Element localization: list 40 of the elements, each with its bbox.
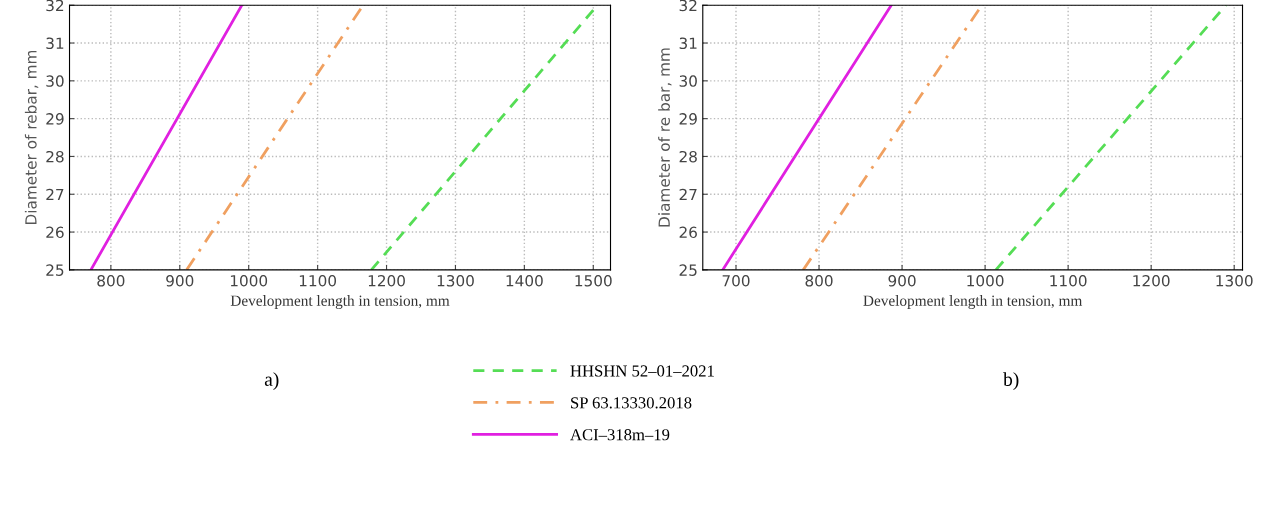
x-tick-label: 1300 — [437, 275, 474, 287]
x-tick-label: 1100 — [1050, 275, 1087, 287]
x-axis-title: Development length in tension, mm — [863, 295, 1083, 309]
y-tick-label: 30 — [679, 75, 697, 87]
y-tick-label: 26 — [46, 226, 64, 239]
x-axis-title: Development length in tension, mm — [230, 295, 450, 309]
y-tick-label: 25 — [46, 264, 64, 276]
y-tick-label: 26 — [679, 226, 697, 239]
y-tick-label: 28 — [46, 150, 64, 163]
y-axis-title: Diameter of rebar, mm — [24, 50, 39, 224]
y-tick-label: 28 — [679, 150, 697, 163]
x-tick-label: 900 — [166, 275, 194, 287]
x-tick-label: 1200 — [1133, 275, 1170, 287]
y-tick-label: 27 — [679, 188, 697, 201]
x-tick-label: 1000 — [230, 275, 268, 287]
x-tick-label: 800 — [97, 275, 125, 287]
y-tick-label: 25 — [679, 264, 697, 276]
x-tick-label: 1500 — [575, 275, 612, 287]
y-tick-label: 29 — [679, 113, 697, 125]
legend-label: ACI–318m–19 — [570, 429, 670, 441]
y-tick-label: 31 — [46, 37, 64, 50]
y-tick-label: 31 — [679, 37, 697, 50]
x-tick-label: 700 — [722, 275, 750, 287]
x-tick-label: 900 — [888, 275, 916, 287]
y-tick-label: 29 — [46, 113, 64, 125]
text: a) — [264, 372, 279, 390]
y-tick-label: 27 — [46, 188, 64, 201]
x-tick-label: 1300 — [1216, 275, 1253, 287]
x-tick-label: 800 — [805, 275, 833, 287]
x-tick-label: 1100 — [299, 275, 337, 287]
y-tick-label: 32 — [46, 0, 64, 12]
text: b) — [1003, 372, 1019, 390]
x-tick-label: 1000 — [967, 275, 1004, 287]
y-tick-label: 32 — [679, 0, 697, 12]
y-tick-label: 30 — [46, 75, 64, 87]
legend-label: SP 63.13330.2018 — [571, 397, 692, 409]
x-tick-label: 1200 — [368, 275, 405, 287]
legend-label: HHSHN 52–01–2021 — [570, 365, 714, 377]
x-tick-label: 1400 — [506, 275, 543, 287]
y-axis-title: Diameter of re bar, mm — [658, 48, 672, 227]
